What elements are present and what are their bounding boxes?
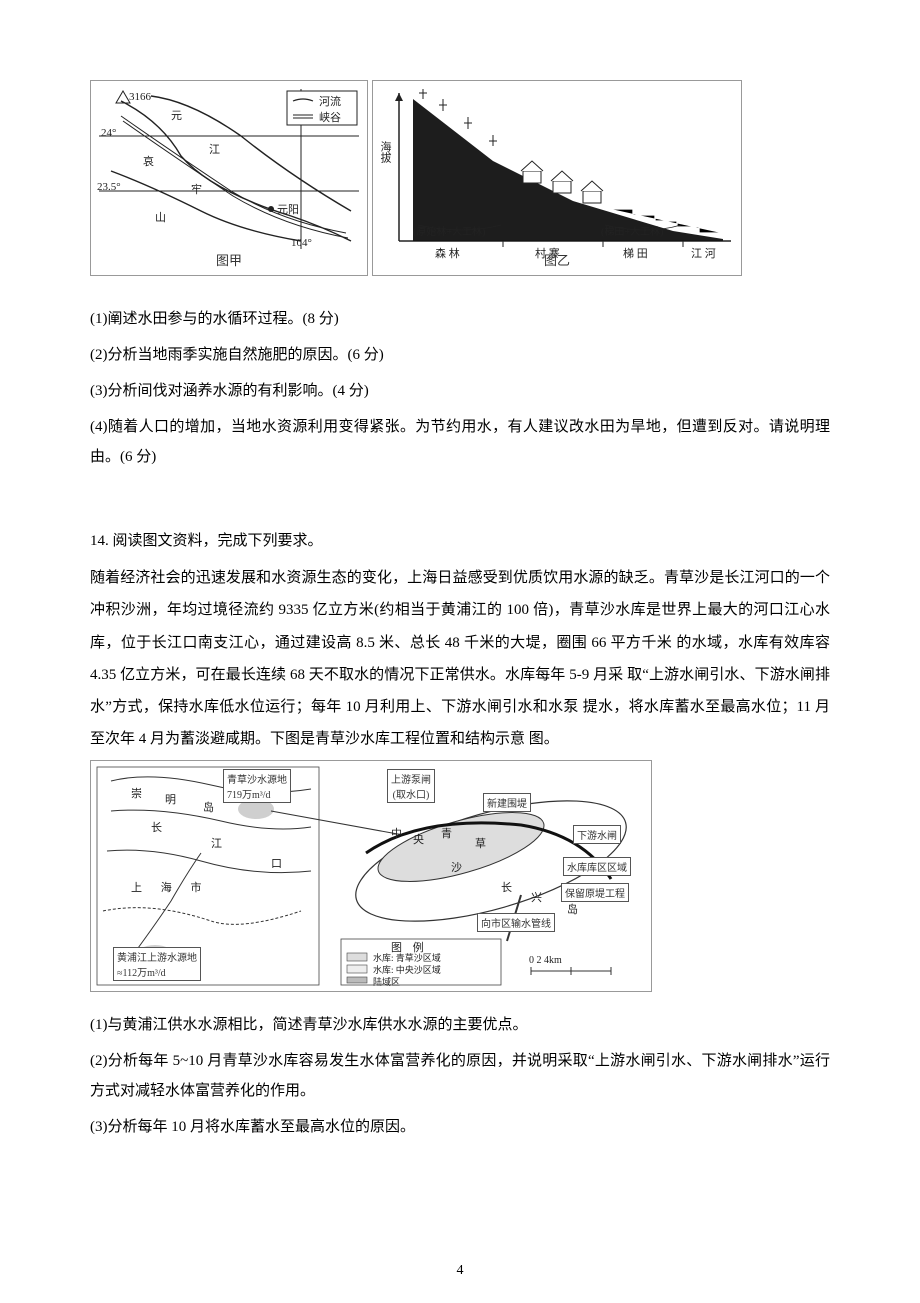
label-lon: 104°	[291, 237, 312, 249]
lb-t3: 新建围堤	[483, 793, 531, 812]
lb-t6: 保留原堤工程	[561, 883, 629, 902]
lb-r6: 口	[271, 855, 282, 871]
q13-p1: (1)阐述水田参与的水循环过程。(8 分)	[90, 304, 830, 334]
lb-scale: 0 2 4km	[529, 955, 562, 966]
legend1: 河流	[319, 93, 341, 109]
legend2: 峡谷	[319, 109, 341, 125]
lb-t1b-text: 719万m³/d	[227, 790, 271, 801]
top1: (原始林+人工林)	[413, 223, 485, 238]
label-lat2: 23.5°	[97, 181, 121, 193]
caption-jia: 图甲	[91, 250, 367, 269]
lb-t4: 下游水闸	[573, 825, 621, 844]
figure-map-jia: 3166 元 江 哀 牢 山 元阳 24° 23.5° 104° 河流 峡谷 图…	[90, 80, 368, 276]
lb-c6: 长	[501, 879, 512, 895]
lb-c7: 兴	[531, 889, 542, 905]
q14-body: 随着经济社会的迅速发展和水资源生态的变化，上海日益感受到优质饮用水源的缺乏。青草…	[90, 562, 830, 756]
lb-t5: 水库库区区域	[563, 857, 631, 876]
page-container: 3166 元 江 哀 牢 山 元阳 24° 23.5° 104° 河流 峡谷 图…	[0, 0, 920, 1303]
lb-leg3: 陆域区	[373, 975, 400, 988]
lb-t2b-text: (取水口)	[393, 790, 430, 801]
lb-c2: 央	[413, 831, 424, 847]
q14-p3: (3)分析每年 10 月将水库蓄水至最高水位的原因。	[90, 1112, 830, 1142]
label-r1: 元	[171, 107, 182, 123]
lb-r2: 明	[165, 791, 176, 807]
q13-p4: (4)随着人口的增加，当地水资源利用变得紧张。为节约用水，有人建议改水田为旱地，…	[90, 412, 830, 472]
q14-p1: (1)与黄浦江供水水源相比，简述青草沙水库供水水源的主要优点。	[90, 1010, 830, 1040]
lb-hpb-text: ≈112万m³/d	[117, 968, 166, 979]
label-lat1: 24°	[101, 127, 116, 139]
lb-c4: 草	[475, 835, 486, 851]
spacer	[90, 478, 830, 508]
lb-t2-text: 上游泵闸	[391, 775, 431, 786]
q14-p2: (2)分析每年 5~10 月青草沙水库容易发生水体富营养化的原因，并说明采取“上…	[90, 1046, 830, 1106]
figure-row-top: 3166 元 江 哀 牢 山 元阳 24° 23.5° 104° 河流 峡谷 图…	[90, 80, 830, 276]
lb-r1: 崇	[131, 785, 142, 801]
lb-city: 上 海 市	[131, 879, 210, 895]
ylabel: 海拔	[377, 141, 393, 163]
figure-qingcaosha: 青草沙水源地 719万m³/d 崇 明 岛 长 江 口 上 海 市 黄浦江上游水…	[90, 760, 652, 992]
page-number: 4	[0, 1263, 920, 1279]
lb-c3: 青	[441, 825, 452, 841]
lb-c8: 岛	[567, 901, 578, 917]
lb-r4: 长	[151, 819, 162, 835]
lb-r5: 江	[211, 835, 222, 851]
caption-yi: 图乙	[373, 250, 741, 269]
q13-p2: (2)分析当地雨季实施自然施肥的原因。(6 分)	[90, 340, 830, 370]
lb-c1: 中	[391, 825, 402, 841]
lb-t1-text: 青草沙水源地	[227, 775, 287, 786]
q14-title: 14. 阅读图文资料，完成下列要求。	[90, 526, 830, 556]
lb-r3: 岛	[203, 799, 214, 815]
label-r3: 哀	[143, 153, 154, 169]
label-peak: 3166	[129, 91, 151, 103]
top2: (梯田+人工林)	[601, 223, 663, 238]
label-place: 元阳	[277, 201, 299, 217]
lb-pipe: 向市区输水管线	[477, 913, 555, 932]
label-r2: 江	[209, 141, 220, 157]
lb-t1: 青草沙水源地 719万m³/d	[223, 769, 291, 803]
label-r5: 山	[155, 209, 166, 225]
lb-hp-text: 黄浦江上游水源地	[117, 953, 197, 964]
lb-hp: 黄浦江上游水源地 ≈112万m³/d	[113, 947, 201, 981]
q13-p3: (3)分析间伐对涵养水源的有利影响。(4 分)	[90, 376, 830, 406]
figure-profile-yi: 海拔 (原始林+人工林) (梯田+人工林) 森 林 村 寨 梯 田 江 河 图乙	[372, 80, 742, 276]
lb-c5: 沙	[451, 859, 462, 875]
label-r4: 牢	[191, 181, 202, 197]
lb-t2: 上游泵闸 (取水口)	[387, 769, 435, 803]
